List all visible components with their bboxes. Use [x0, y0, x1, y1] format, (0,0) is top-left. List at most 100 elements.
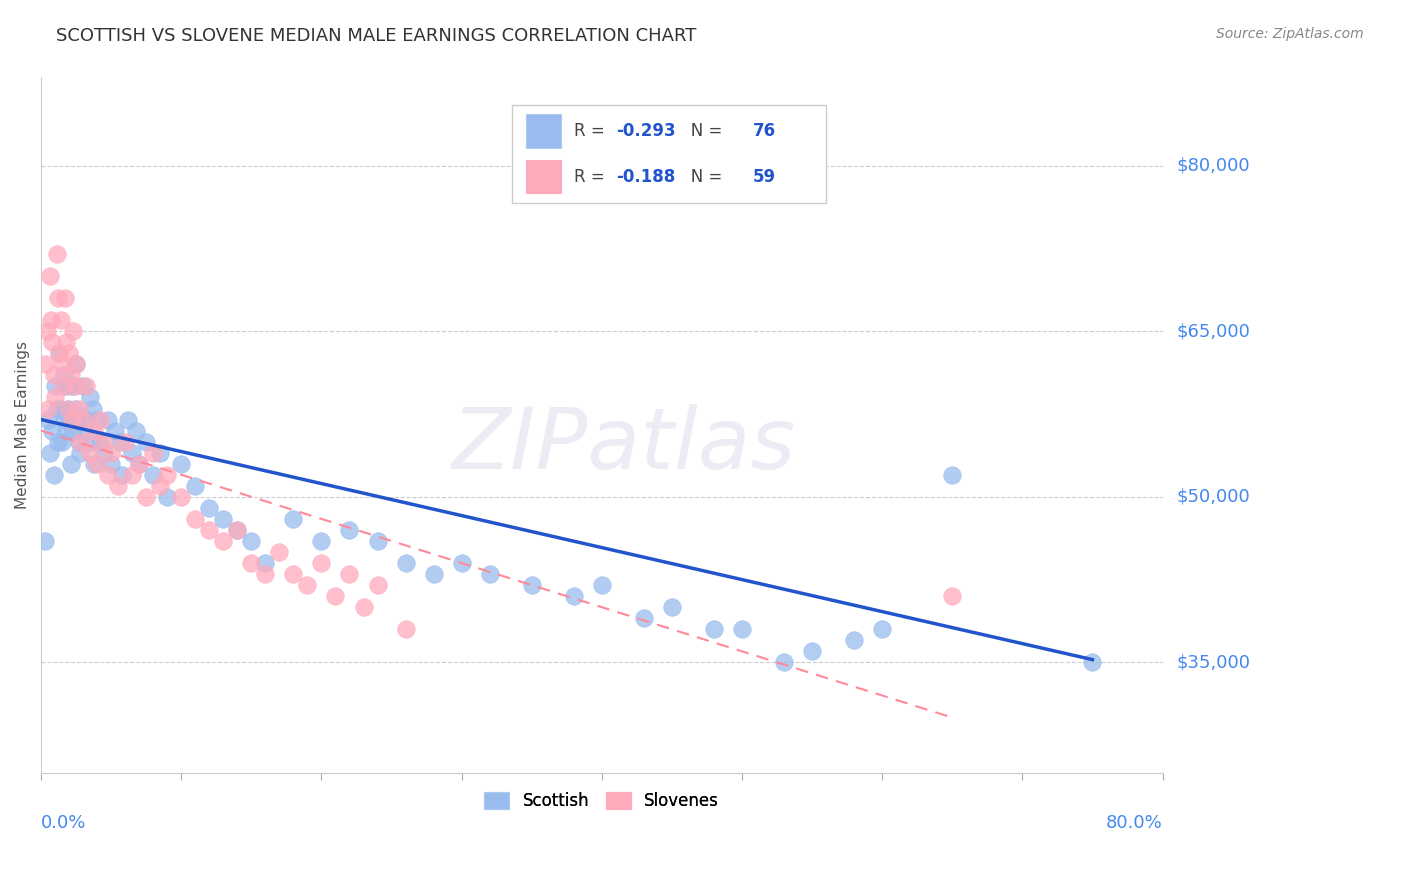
- Point: [44, 391, 66, 405]
- Point: [240, 556, 263, 570]
- Point: [325, 589, 347, 603]
- Point: [76, 412, 98, 426]
- Point: [53, 412, 76, 426]
- Point: [48, 346, 70, 360]
- Point: [62, 424, 84, 438]
- Point: [117, 412, 139, 426]
- Point: [297, 578, 319, 592]
- Point: [731, 622, 754, 636]
- Point: [63, 379, 86, 393]
- Point: [73, 424, 96, 438]
- Point: [89, 412, 111, 426]
- Point: [149, 479, 172, 493]
- Point: [35, 324, 58, 338]
- Point: [37, 412, 59, 426]
- Point: [52, 379, 75, 393]
- Point: [198, 523, 221, 537]
- Point: [41, 335, 63, 350]
- Point: [97, 412, 120, 426]
- Point: [59, 368, 82, 383]
- Point: [52, 368, 75, 383]
- Point: [394, 622, 416, 636]
- Point: [339, 567, 361, 582]
- Point: [367, 533, 389, 548]
- Point: [69, 434, 91, 449]
- Point: [38, 269, 60, 284]
- Point: [121, 445, 143, 459]
- Point: [870, 622, 893, 636]
- Point: [149, 445, 172, 459]
- Point: [114, 434, 136, 449]
- Point: [121, 467, 143, 482]
- Point: [842, 633, 865, 648]
- Text: 76: 76: [754, 122, 776, 140]
- Point: [520, 578, 543, 592]
- Point: [45, 247, 67, 261]
- Point: [254, 567, 277, 582]
- Point: [212, 533, 235, 548]
- Point: [100, 445, 122, 459]
- Point: [38, 445, 60, 459]
- Point: [184, 479, 207, 493]
- Point: [1081, 656, 1104, 670]
- Point: [51, 434, 73, 449]
- Point: [703, 622, 725, 636]
- Legend: Scottish, Slovenes: Scottish, Slovenes: [478, 785, 725, 816]
- Point: [212, 512, 235, 526]
- Text: ZIPatlas: ZIPatlas: [453, 404, 796, 487]
- FancyBboxPatch shape: [512, 105, 827, 202]
- Point: [562, 589, 585, 603]
- Text: 59: 59: [754, 168, 776, 186]
- Point: [156, 490, 179, 504]
- Text: 0.0%: 0.0%: [41, 814, 87, 832]
- Point: [56, 401, 79, 416]
- Point: [661, 600, 683, 615]
- FancyBboxPatch shape: [526, 160, 561, 194]
- Point: [60, 412, 83, 426]
- Point: [63, 401, 86, 416]
- Point: [108, 434, 131, 449]
- Point: [104, 424, 127, 438]
- Point: [478, 567, 501, 582]
- Point: [633, 611, 655, 625]
- Point: [51, 358, 73, 372]
- Text: $50,000: $50,000: [1177, 488, 1250, 506]
- Point: [62, 324, 84, 338]
- Point: [170, 490, 193, 504]
- Point: [226, 523, 249, 537]
- Point: [46, 291, 69, 305]
- Point: [42, 368, 65, 383]
- Point: [422, 567, 444, 582]
- Point: [34, 533, 56, 548]
- Point: [53, 291, 76, 305]
- Point: [46, 434, 69, 449]
- Point: [67, 401, 90, 416]
- Text: $65,000: $65,000: [1177, 322, 1250, 340]
- Point: [283, 512, 305, 526]
- Text: Source: ZipAtlas.com: Source: ZipAtlas.com: [1216, 27, 1364, 41]
- Point: [142, 445, 165, 459]
- Point: [97, 467, 120, 482]
- Point: [125, 424, 148, 438]
- Point: [80, 434, 103, 449]
- Point: [41, 424, 63, 438]
- Point: [941, 467, 963, 482]
- Point: [65, 358, 87, 372]
- Point: [67, 434, 90, 449]
- Point: [60, 379, 83, 393]
- Point: [184, 512, 207, 526]
- Point: [353, 600, 375, 615]
- Point: [240, 533, 263, 548]
- Point: [55, 335, 77, 350]
- Point: [37, 401, 59, 416]
- Point: [135, 490, 157, 504]
- Point: [58, 412, 80, 426]
- Point: [283, 567, 305, 582]
- Point: [93, 445, 115, 459]
- Point: [48, 346, 70, 360]
- Point: [86, 412, 108, 426]
- Point: [55, 379, 77, 393]
- Point: [198, 500, 221, 515]
- Text: R =: R =: [574, 122, 610, 140]
- Point: [311, 533, 333, 548]
